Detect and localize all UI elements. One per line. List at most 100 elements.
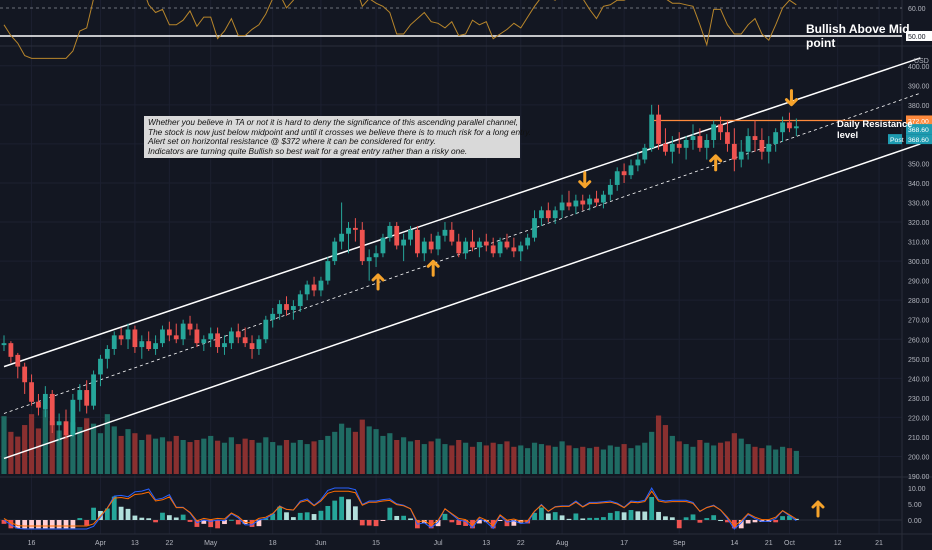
- macd-histogram-bar: [332, 500, 338, 520]
- arrow-up-icon-shape: [709, 154, 723, 172]
- macd-histogram-bar: [63, 520, 69, 529]
- time-tick-label: Aug: [556, 540, 569, 547]
- candle-body: [773, 132, 779, 144]
- volume-bar: [249, 440, 255, 474]
- volume-bar: [159, 437, 166, 474]
- macd-histogram-bar: [42, 520, 48, 529]
- rsi-tick-label: 60.00: [908, 6, 926, 13]
- macd-histogram-bar: [470, 520, 475, 529]
- price-tag-label: 368.60: [908, 137, 929, 144]
- price-tick-label: 210.00: [908, 435, 930, 442]
- candle-body: [601, 194, 606, 203]
- volume-bar: [580, 446, 586, 474]
- volume-bar: [745, 444, 751, 474]
- volume-bar: [242, 438, 248, 474]
- arrow-up-icon-shape: [811, 500, 825, 518]
- time-tick-label: 12: [834, 540, 842, 547]
- volume-bar: [566, 445, 572, 474]
- macd-histogram-bar: [325, 505, 331, 520]
- volume-bar: [600, 449, 607, 474]
- candle-body: [304, 284, 310, 295]
- candle-body: [352, 227, 358, 230]
- arrow-up-icon: [709, 154, 723, 172]
- time-tick-label: 21: [765, 540, 773, 547]
- candle-body: [15, 354, 21, 367]
- macd-histogram-bar: [256, 520, 262, 527]
- price-tick-label: 340.00: [908, 181, 930, 188]
- macd-histogram-bar: [628, 510, 634, 520]
- candle-body: [663, 143, 668, 152]
- candle-body: [63, 421, 69, 435]
- candle-body: [711, 124, 717, 140]
- candle-body: [518, 245, 524, 252]
- volume-bar: [504, 441, 510, 474]
- note-line: Whether you believe in TA or not it is h…: [148, 117, 518, 127]
- macd-histogram-bar: [249, 520, 255, 527]
- volume-bar: [525, 448, 531, 474]
- volume-bar: [325, 435, 331, 474]
- time-tick-label: Jul: [434, 540, 443, 547]
- price-tick-label: 310.00: [908, 240, 930, 247]
- volume-bar: [228, 437, 234, 474]
- time-tick-label: 21: [875, 540, 883, 547]
- volume-bar: [297, 440, 303, 474]
- volume-bar: [104, 414, 110, 474]
- volume-bar: [607, 445, 613, 474]
- volume-bar: [635, 445, 641, 474]
- macd-histogram-bar: [545, 513, 551, 520]
- candle-body: [111, 335, 117, 350]
- candle-body: [277, 304, 282, 314]
- volume-bar: [655, 415, 662, 474]
- ascending-channel: [3, 57, 921, 460]
- candle-body: [394, 225, 400, 246]
- volume-bar: [8, 431, 14, 474]
- macd-tick-label: 10.00: [908, 486, 926, 493]
- candle-body: [725, 132, 730, 144]
- rsi-line: [3, 0, 797, 59]
- volume-bar: [401, 437, 407, 474]
- analysis-note: Whether you believe in TA or not it is h…: [144, 116, 531, 159]
- macd-histogram-bar: [408, 518, 413, 520]
- time-tick-label: Jun: [315, 540, 326, 547]
- macd-tick-label: 5.00: [908, 502, 922, 509]
- macd-histogram-bar: [22, 520, 28, 529]
- candle-body: [84, 390, 90, 406]
- candle-body: [483, 241, 489, 246]
- macd-histogram-bar: [704, 518, 710, 520]
- macd-histogram-bar: [270, 513, 276, 520]
- macd-histogram-bar: [580, 518, 586, 520]
- macd-histogram-bar: [235, 520, 241, 525]
- macd-histogram-bar: [346, 499, 351, 520]
- volume-bar: [173, 435, 179, 474]
- macd-histogram-bar: [187, 520, 193, 522]
- macd-histogram-bar: [290, 517, 296, 520]
- volume-bar: [414, 440, 420, 474]
- macd-histogram-bar: [228, 519, 234, 521]
- volume-bar: [793, 450, 799, 474]
- macd-histogram-bar: [15, 520, 21, 529]
- volume-bar: [77, 427, 83, 474]
- candle-body: [690, 136, 696, 140]
- time-tick-label: 13: [131, 540, 139, 547]
- volume-bar: [118, 435, 124, 474]
- macd-histogram-bar: [166, 515, 172, 520]
- macd-histogram-bar: [463, 520, 469, 526]
- price-tick-label: 220.00: [908, 415, 930, 422]
- macd-histogram-bar: [718, 520, 723, 521]
- candle-body: [77, 390, 83, 400]
- candle-body: [566, 202, 572, 207]
- macd-tick-label: 0.00: [908, 518, 922, 525]
- candle-body: [408, 229, 413, 240]
- macd-histogram-bar: [84, 520, 90, 526]
- volume-bar: [270, 442, 276, 474]
- time-tick-label: 16: [28, 540, 36, 547]
- volume-bar: [593, 446, 600, 474]
- macd-signal-line: [3, 490, 797, 527]
- candle-body: [104, 349, 110, 359]
- candle-body: [635, 159, 641, 166]
- macd-histogram-bar: [731, 520, 737, 529]
- candle-body: [228, 331, 234, 344]
- channel-lower-line: [3, 143, 921, 460]
- volume-bar: [649, 431, 655, 474]
